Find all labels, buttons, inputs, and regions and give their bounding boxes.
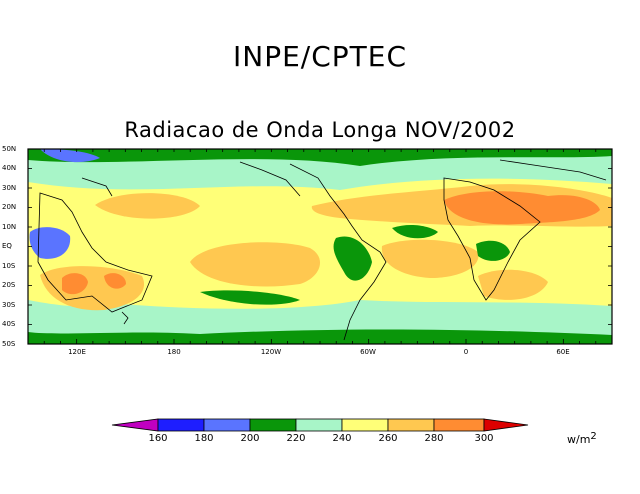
colorbar-triangle-high [483,418,529,432]
lon-label: 60E [556,348,570,356]
page-title: INPE/CPTEC [233,40,407,73]
colorbar-swatch-260-280 [387,418,435,432]
lat-label: 40S [2,320,16,328]
colorbar-label: 200 [240,433,260,444]
lon-label: 120E [68,348,86,356]
lat-label: 10N [2,223,17,231]
colorbar [111,418,529,432]
band-180-200-warm-pool [29,227,71,259]
colorbar-label: 260 [378,433,398,444]
band-180-200-north-pacific [40,149,100,163]
band-280-300-australia-east [104,273,126,289]
band-260-280-southern-africa [478,269,548,300]
lat-label: 40N [2,164,17,172]
band-260-280-south-atlantic [381,239,479,278]
colorbar-label: 240 [332,433,352,444]
lat-label: 10S [2,262,16,270]
colorbar-label: 160 [148,433,168,444]
band-200-220-south-pacific-front [200,290,300,305]
lat-label: EQ [2,242,12,250]
band-260-280-north-pacific [95,193,200,219]
units-text: w/m [567,433,591,446]
band-280-300-australia [62,273,88,295]
lat-label: 30N [2,184,17,192]
lon-label: 0 [463,348,469,356]
colorbar-swatch-240-260 [341,418,389,432]
units-label: w/m2 [567,431,597,446]
colorbar-triangle-low [111,418,159,432]
lon-label: 180 [167,348,181,356]
colorbar-swatch-280-300 [433,418,485,432]
coastlines [37,159,607,341]
lat-label: 20N [2,203,17,211]
band-200-220-atlantic-itcz [392,225,438,239]
tick-marks [27,148,613,345]
lat-label: 50S [2,340,16,348]
band-200-220-africa-convective [476,240,510,261]
colorbar-label: 180 [194,433,214,444]
colorbar-label: 220 [286,433,306,444]
band-260-280-south-pacific [190,242,321,287]
lon-label: 120W [260,348,282,356]
band-200-220-south-america [333,236,372,281]
map-panel [27,148,613,345]
colorbar-swatch-160-180 [157,418,205,432]
lat-label: 20S [2,281,16,289]
colorbar-swatch-220-240 [295,418,343,432]
colorbar-swatch-200-220 [249,418,297,432]
units-exponent: 2 [590,431,597,442]
colorbar-label: 280 [424,433,444,444]
map-title: Radiacao de Onda Longa NOV/2002 [124,118,516,142]
lon-label: 60W [360,348,376,356]
colorbar-swatch-180-200 [203,418,251,432]
lat-label: 30S [2,301,16,309]
colorbar-label: 300 [474,433,494,444]
lat-label: 50N [2,145,17,153]
